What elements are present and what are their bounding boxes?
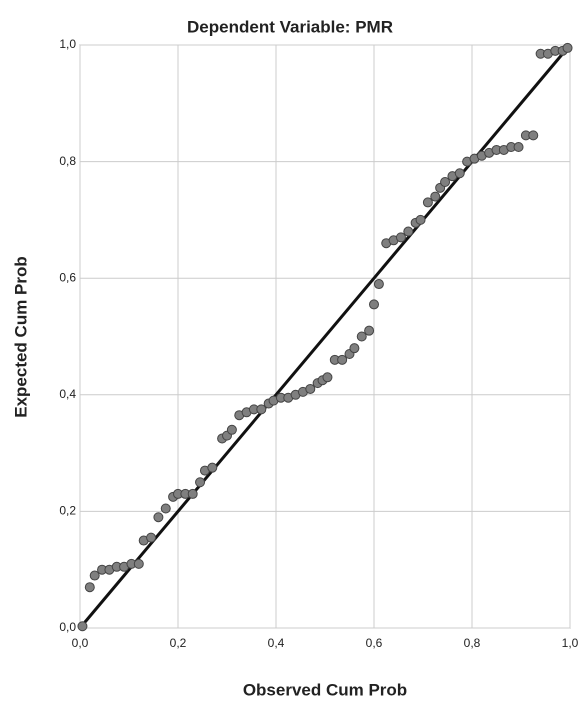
chart: Dependent Variable: PMR Observed Cum Pro… <box>0 0 581 704</box>
point <box>134 559 143 568</box>
chart-title: Dependent Variable: PMR <box>187 17 393 36</box>
point <box>323 373 332 382</box>
point <box>514 143 523 152</box>
x-tick-label: 0,4 <box>268 636 285 650</box>
point <box>78 622 87 631</box>
point <box>196 478 205 487</box>
y-tick-label: 0,8 <box>59 154 76 168</box>
point <box>404 227 413 236</box>
y-axis-label: Expected Cum Prob <box>11 256 30 418</box>
point <box>208 463 217 472</box>
page: Dependent Variable: PMR Observed Cum Pro… <box>0 0 581 704</box>
point <box>85 583 94 592</box>
point <box>416 215 425 224</box>
point <box>370 300 379 309</box>
point <box>529 131 538 140</box>
point <box>431 192 440 201</box>
y-tick-label: 1,0 <box>59 37 76 51</box>
point <box>350 344 359 353</box>
x-axis-label: Observed Cum Prob <box>243 680 407 699</box>
x-tick-label: 0,0 <box>72 636 89 650</box>
point <box>161 504 170 513</box>
point <box>563 43 572 52</box>
point <box>188 489 197 498</box>
point <box>365 326 374 335</box>
x-tick-label: 0,2 <box>170 636 187 650</box>
x-tick-label: 0,6 <box>366 636 383 650</box>
y-tick-label: 0,4 <box>59 387 76 401</box>
point <box>227 425 236 434</box>
point <box>455 169 464 178</box>
y-tick-label: 0,6 <box>59 270 76 284</box>
x-tick-label: 0,8 <box>464 636 481 650</box>
y-tick-label: 0,0 <box>59 620 76 634</box>
point <box>147 533 156 542</box>
point <box>374 280 383 289</box>
x-tick-label: 1,0 <box>562 636 579 650</box>
point <box>154 513 163 522</box>
y-tick-label: 0,2 <box>59 504 76 518</box>
